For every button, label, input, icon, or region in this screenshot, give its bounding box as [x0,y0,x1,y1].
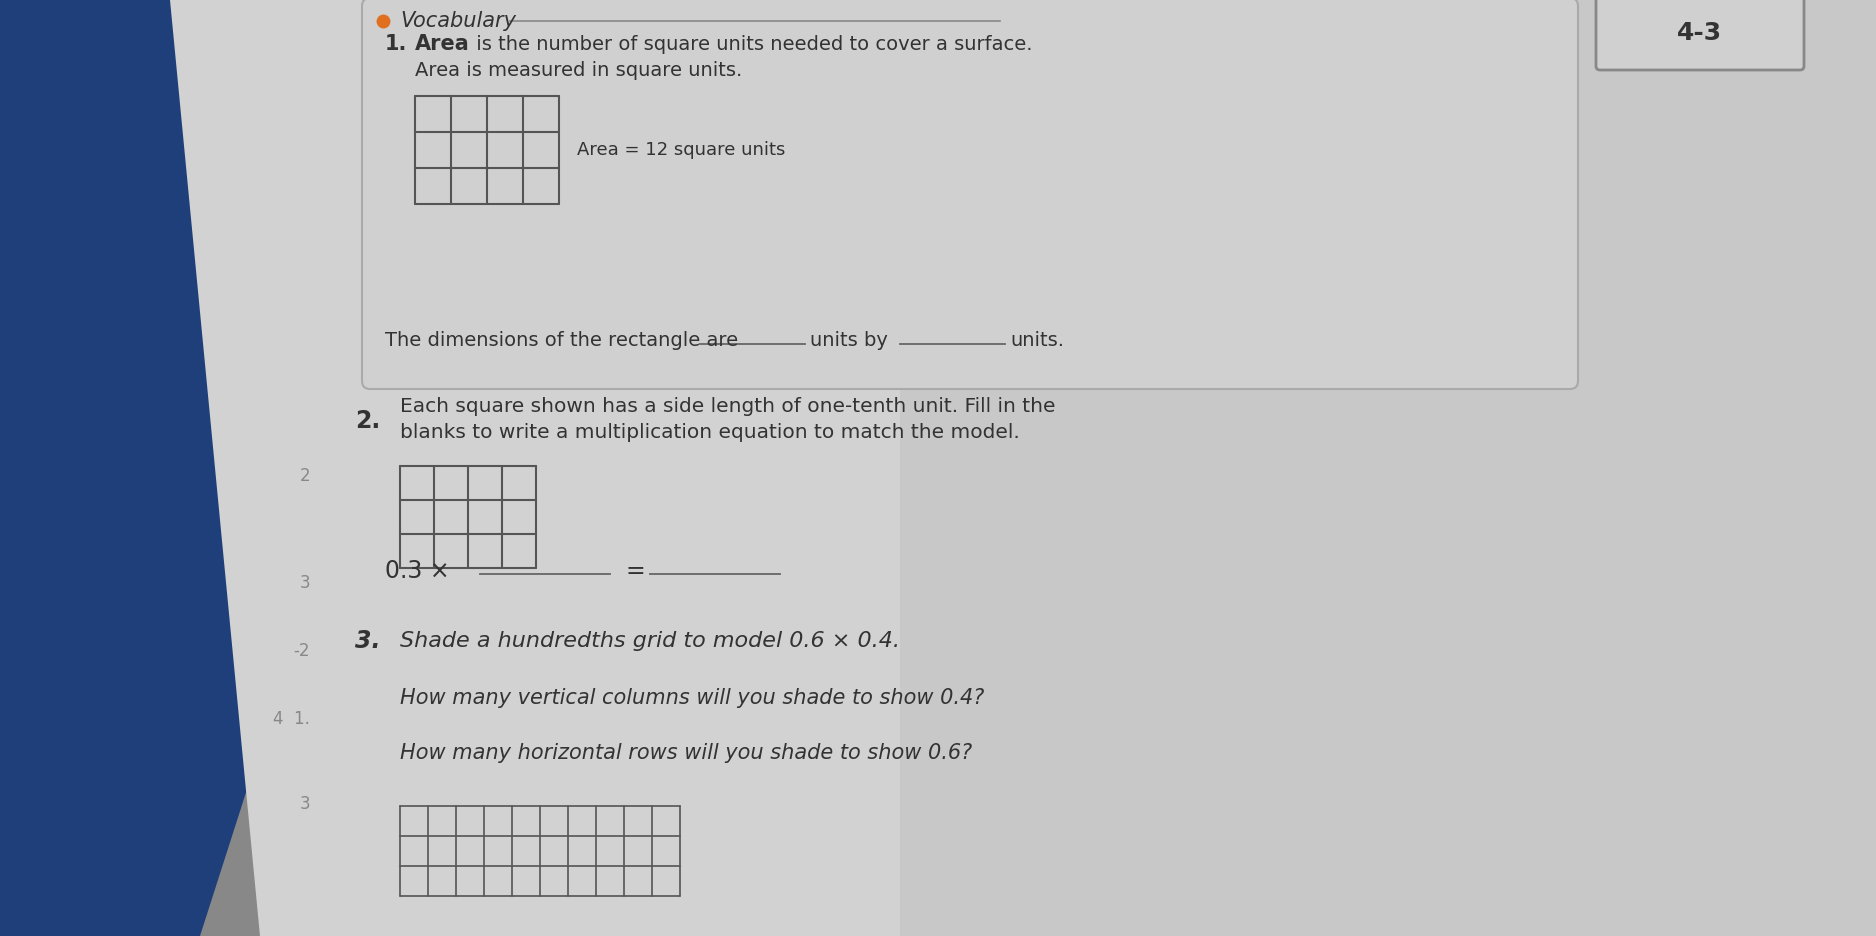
Text: =: = [625,559,645,583]
Text: Area is measured in square units.: Area is measured in square units. [415,61,743,80]
Polygon shape [171,0,1876,936]
Text: Shade a hundredths grid to model 0.6 × 0.4.: Shade a hundredths grid to model 0.6 × 0… [400,631,900,651]
Text: How many vertical columns will you shade to show 0.4?: How many vertical columns will you shade… [400,688,985,708]
FancyBboxPatch shape [1596,0,1805,70]
Text: 4  1.: 4 1. [274,710,310,728]
FancyBboxPatch shape [362,0,1578,389]
Text: The dimensions of the rectangle are: The dimensions of the rectangle are [385,331,737,350]
Text: Area = 12 square units: Area = 12 square units [578,141,786,159]
Polygon shape [0,0,501,936]
Text: 4-3: 4-3 [1677,21,1722,45]
Text: 3.: 3. [355,629,381,653]
Polygon shape [900,0,1876,936]
Text: 3: 3 [300,795,310,813]
Text: Vocabulary: Vocabulary [400,11,516,31]
Text: How many horizontal rows will you shade to show 0.6?: How many horizontal rows will you shade … [400,743,972,763]
Text: Each square shown has a side length of one-tenth unit. Fill in the: Each square shown has a side length of o… [400,397,1056,416]
Text: 2.: 2. [355,409,381,433]
Text: units by: units by [810,331,887,350]
Text: 3: 3 [300,574,310,592]
Text: 2: 2 [300,467,310,485]
Text: 0.3 ×: 0.3 × [385,559,450,583]
Text: Area: Area [415,34,469,54]
Text: blanks to write a multiplication equation to match the model.: blanks to write a multiplication equatio… [400,423,1021,443]
Text: 1.: 1. [385,34,407,54]
Text: -2: -2 [293,642,310,660]
Text: is the number of square units needed to cover a surface.: is the number of square units needed to … [471,35,1032,53]
Text: units.: units. [1009,331,1064,350]
